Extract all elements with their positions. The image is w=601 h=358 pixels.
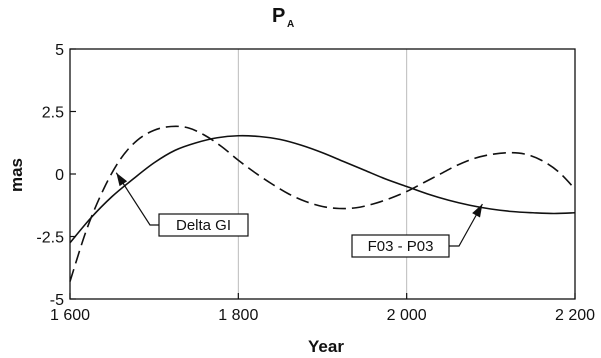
tick-layer: 5 2.5 0 -2.5 -51 600 1 800 2 000 2 200 <box>36 42 595 324</box>
annotation-arrowhead-f03-p03 <box>472 204 483 218</box>
annotation-layer: Delta GI F03 - P03 <box>115 172 483 258</box>
annotation-leader-f03-p03 <box>449 203 483 247</box>
x-tick-label-1: 1 800 <box>218 307 258 324</box>
annotation-label-f03-p03: F03 - P03 <box>368 238 434 255</box>
y-tick-label-1: 2.5 <box>42 105 64 122</box>
y-tick-label-0: 5 <box>55 42 64 59</box>
annotation-leader-delta-gi <box>115 172 159 226</box>
x-axis-label: Year <box>308 337 344 356</box>
annotation-label-delta-gi: Delta GI <box>176 217 231 234</box>
chart-title-main: P <box>272 5 285 27</box>
y-tick-label-2: 0 <box>55 167 64 184</box>
series-line-delta-gi <box>69 125 576 282</box>
series-layer <box>69 125 576 282</box>
chart-title-subscript: A <box>287 19 294 30</box>
annotation-box-f03-p03 <box>351 234 450 258</box>
y-axis-label: mas <box>7 158 26 192</box>
chart-title: P A <box>272 5 294 30</box>
x-tick-label-0: 1 600 <box>50 307 90 324</box>
series-line-f03-p03 <box>69 134 576 244</box>
x-tick-label-2: 2 000 <box>387 307 427 324</box>
y-tick-label-4: -5 <box>50 292 64 309</box>
grid-layer <box>237 49 408 299</box>
y-tick-label-3: -2.5 <box>36 230 64 247</box>
annotation-box-delta-gi <box>158 213 249 237</box>
x-tick-label-3: 2 200 <box>555 307 595 324</box>
annotation-arrowhead-delta-gi <box>116 172 128 187</box>
plot-frame <box>69 48 576 300</box>
